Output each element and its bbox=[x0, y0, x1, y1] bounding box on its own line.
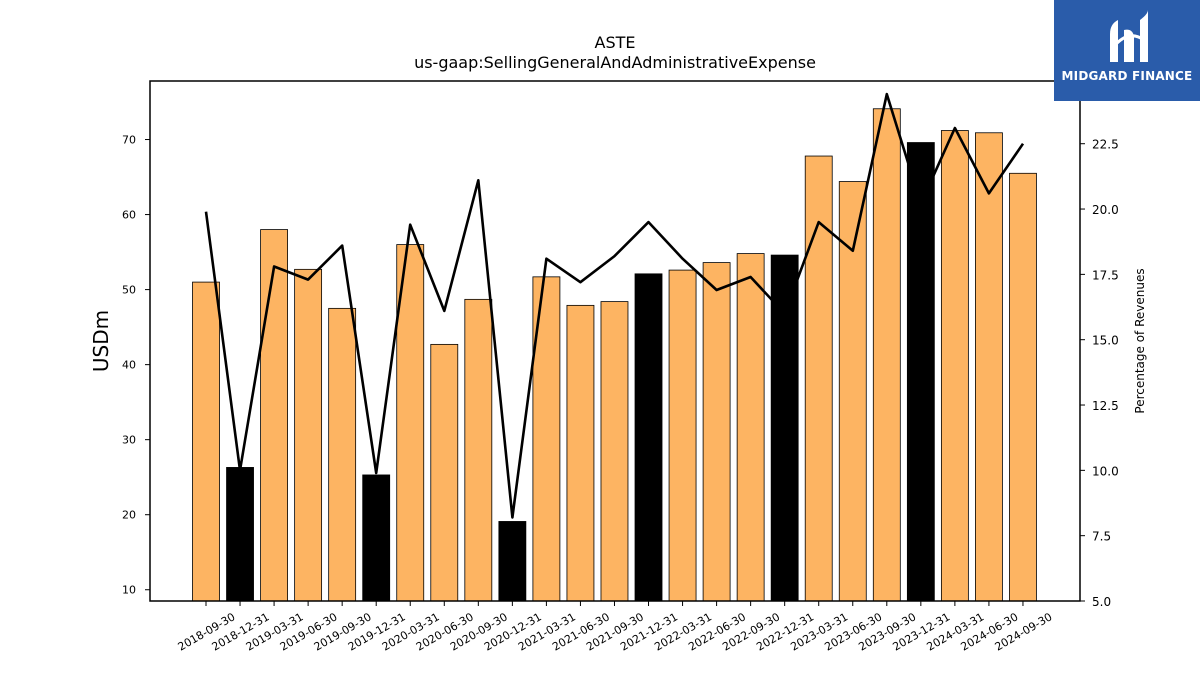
y-tick-label: 50 bbox=[122, 284, 136, 297]
logo-mark-icon bbox=[1110, 10, 1148, 63]
bar bbox=[192, 281, 220, 602]
bar bbox=[736, 253, 765, 602]
y-tick-label: 30 bbox=[122, 434, 136, 447]
bar bbox=[634, 273, 663, 602]
bar bbox=[396, 244, 425, 602]
y-right-tick-label: 12.5 bbox=[1092, 399, 1119, 413]
y-right-tick-label: 20.0 bbox=[1092, 203, 1119, 217]
y-tick-label: 70 bbox=[122, 134, 136, 147]
y-axis-left: 10 20 30 40 50 60 70 bbox=[122, 134, 150, 597]
bar bbox=[226, 467, 254, 602]
chart-title: ASTE bbox=[595, 33, 636, 52]
y-tick-label: 20 bbox=[122, 509, 136, 522]
y-right-tick-label: 5.0 bbox=[1092, 595, 1111, 609]
bar bbox=[498, 521, 527, 602]
bar bbox=[362, 474, 391, 602]
bar bbox=[328, 307, 357, 602]
y-right-tick-label: 15.0 bbox=[1092, 334, 1119, 348]
bar bbox=[906, 142, 935, 602]
bar bbox=[294, 268, 323, 602]
bar bbox=[872, 108, 901, 602]
bar bbox=[702, 262, 731, 602]
bar-series bbox=[192, 108, 1037, 602]
y-tick-label: 10 bbox=[122, 584, 136, 597]
y-tick-label: 60 bbox=[122, 209, 136, 222]
logo-text: MIDGARD FINANCE bbox=[1061, 69, 1193, 83]
bar bbox=[1009, 172, 1037, 602]
bar bbox=[260, 229, 288, 602]
bar bbox=[668, 269, 697, 602]
y-tick-label: 40 bbox=[122, 359, 136, 372]
line-series bbox=[204, 92, 1025, 519]
x-axis: 2018-09-302018-12-312019-03-312019-06-30… bbox=[176, 601, 1054, 654]
bar bbox=[464, 298, 493, 602]
bar bbox=[430, 343, 459, 602]
y-axis-label-left: USDm bbox=[89, 310, 113, 372]
y-right-tick-label: 17.5 bbox=[1092, 268, 1119, 282]
plot-frame bbox=[149, 80, 1081, 602]
y-axis-right: 5.0 7.5 10.0 12.5 15.0 17.5 20.0 22.5 bbox=[1080, 138, 1119, 609]
bar bbox=[940, 130, 969, 602]
chart-subtitle: us-gaap:SellingGeneralAndAdministrativeE… bbox=[414, 53, 816, 72]
y-right-tick-label: 22.5 bbox=[1092, 138, 1119, 152]
y-axis-label-right: Percentage of Revenues bbox=[1133, 268, 1147, 413]
y-right-tick-label: 10.0 bbox=[1092, 464, 1119, 478]
bar bbox=[566, 304, 595, 602]
company-logo: MIDGARD FINANCE bbox=[1054, 0, 1200, 101]
bar bbox=[600, 301, 629, 602]
y-right-tick-label: 7.5 bbox=[1092, 530, 1111, 544]
percentage-line bbox=[204, 92, 1025, 519]
bar bbox=[770, 254, 799, 602]
bar bbox=[975, 132, 1003, 602]
